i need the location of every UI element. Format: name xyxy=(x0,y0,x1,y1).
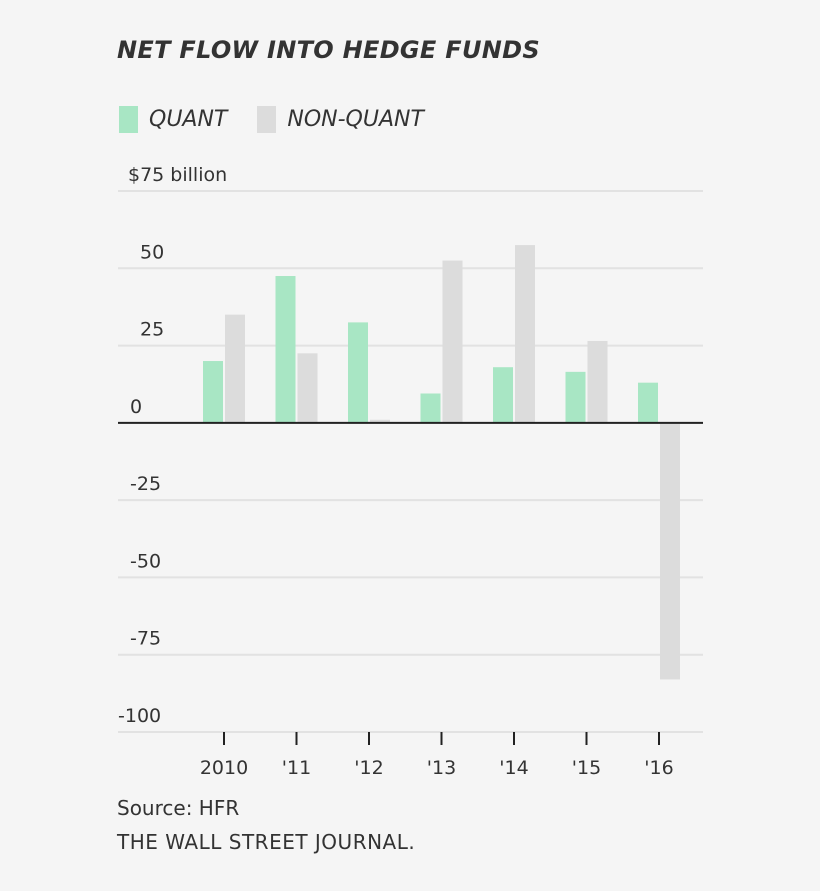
y-tick-label: -50 xyxy=(130,550,161,572)
x-tick-label: '16 xyxy=(644,757,673,779)
y-tick-label: -75 xyxy=(130,628,161,650)
bar-quant xyxy=(275,276,296,423)
bar-quant xyxy=(348,322,368,423)
legend-item-quant: QUANT xyxy=(119,106,227,133)
bar-quant xyxy=(638,382,658,423)
legend-label-quant: QUANT xyxy=(149,107,228,132)
y-tick-label: 25 xyxy=(140,319,164,341)
bar-quant xyxy=(420,393,441,423)
bar-quant xyxy=(203,361,223,423)
x-tick-label: '12 xyxy=(354,757,383,779)
bar-non-quant xyxy=(442,260,463,423)
publisher-credit: THE WALL STREET JOURNAL. xyxy=(117,830,416,854)
bar-quant xyxy=(565,371,586,423)
legend-item-non-quant: NON-QUANT xyxy=(257,106,424,133)
x-tick-label: '13 xyxy=(427,757,456,779)
x-tick-label: '11 xyxy=(282,757,311,779)
chart-title: NET FLOW INTO HEDGE FUNDS xyxy=(117,36,540,64)
y-tick-label: -100 xyxy=(118,705,161,727)
bar-quant xyxy=(493,367,513,423)
legend: QUANT NON-QUANT xyxy=(119,106,454,133)
bar-non-quant xyxy=(297,353,318,423)
bar-non-quant xyxy=(225,314,245,423)
y-tick-label: $75 billion xyxy=(128,164,227,186)
bar-non-quant xyxy=(587,340,608,423)
x-tick-label: 2010 xyxy=(200,757,248,779)
bar-non-quant xyxy=(370,419,390,423)
source-note: Source: HFR xyxy=(117,796,240,820)
bar-non-quant xyxy=(515,245,535,423)
legend-label-non-quant: NON-QUANT xyxy=(287,107,424,132)
x-tick-label: '15 xyxy=(572,757,601,779)
legend-swatch-quant xyxy=(119,106,138,133)
y-tick-label: 50 xyxy=(140,241,164,263)
legend-swatch-non-quant xyxy=(257,106,277,133)
y-tick-label: -25 xyxy=(130,473,161,495)
x-tick-label: '14 xyxy=(499,757,528,779)
bar-non-quant xyxy=(660,422,680,680)
y-tick-label: 0 xyxy=(130,396,142,418)
